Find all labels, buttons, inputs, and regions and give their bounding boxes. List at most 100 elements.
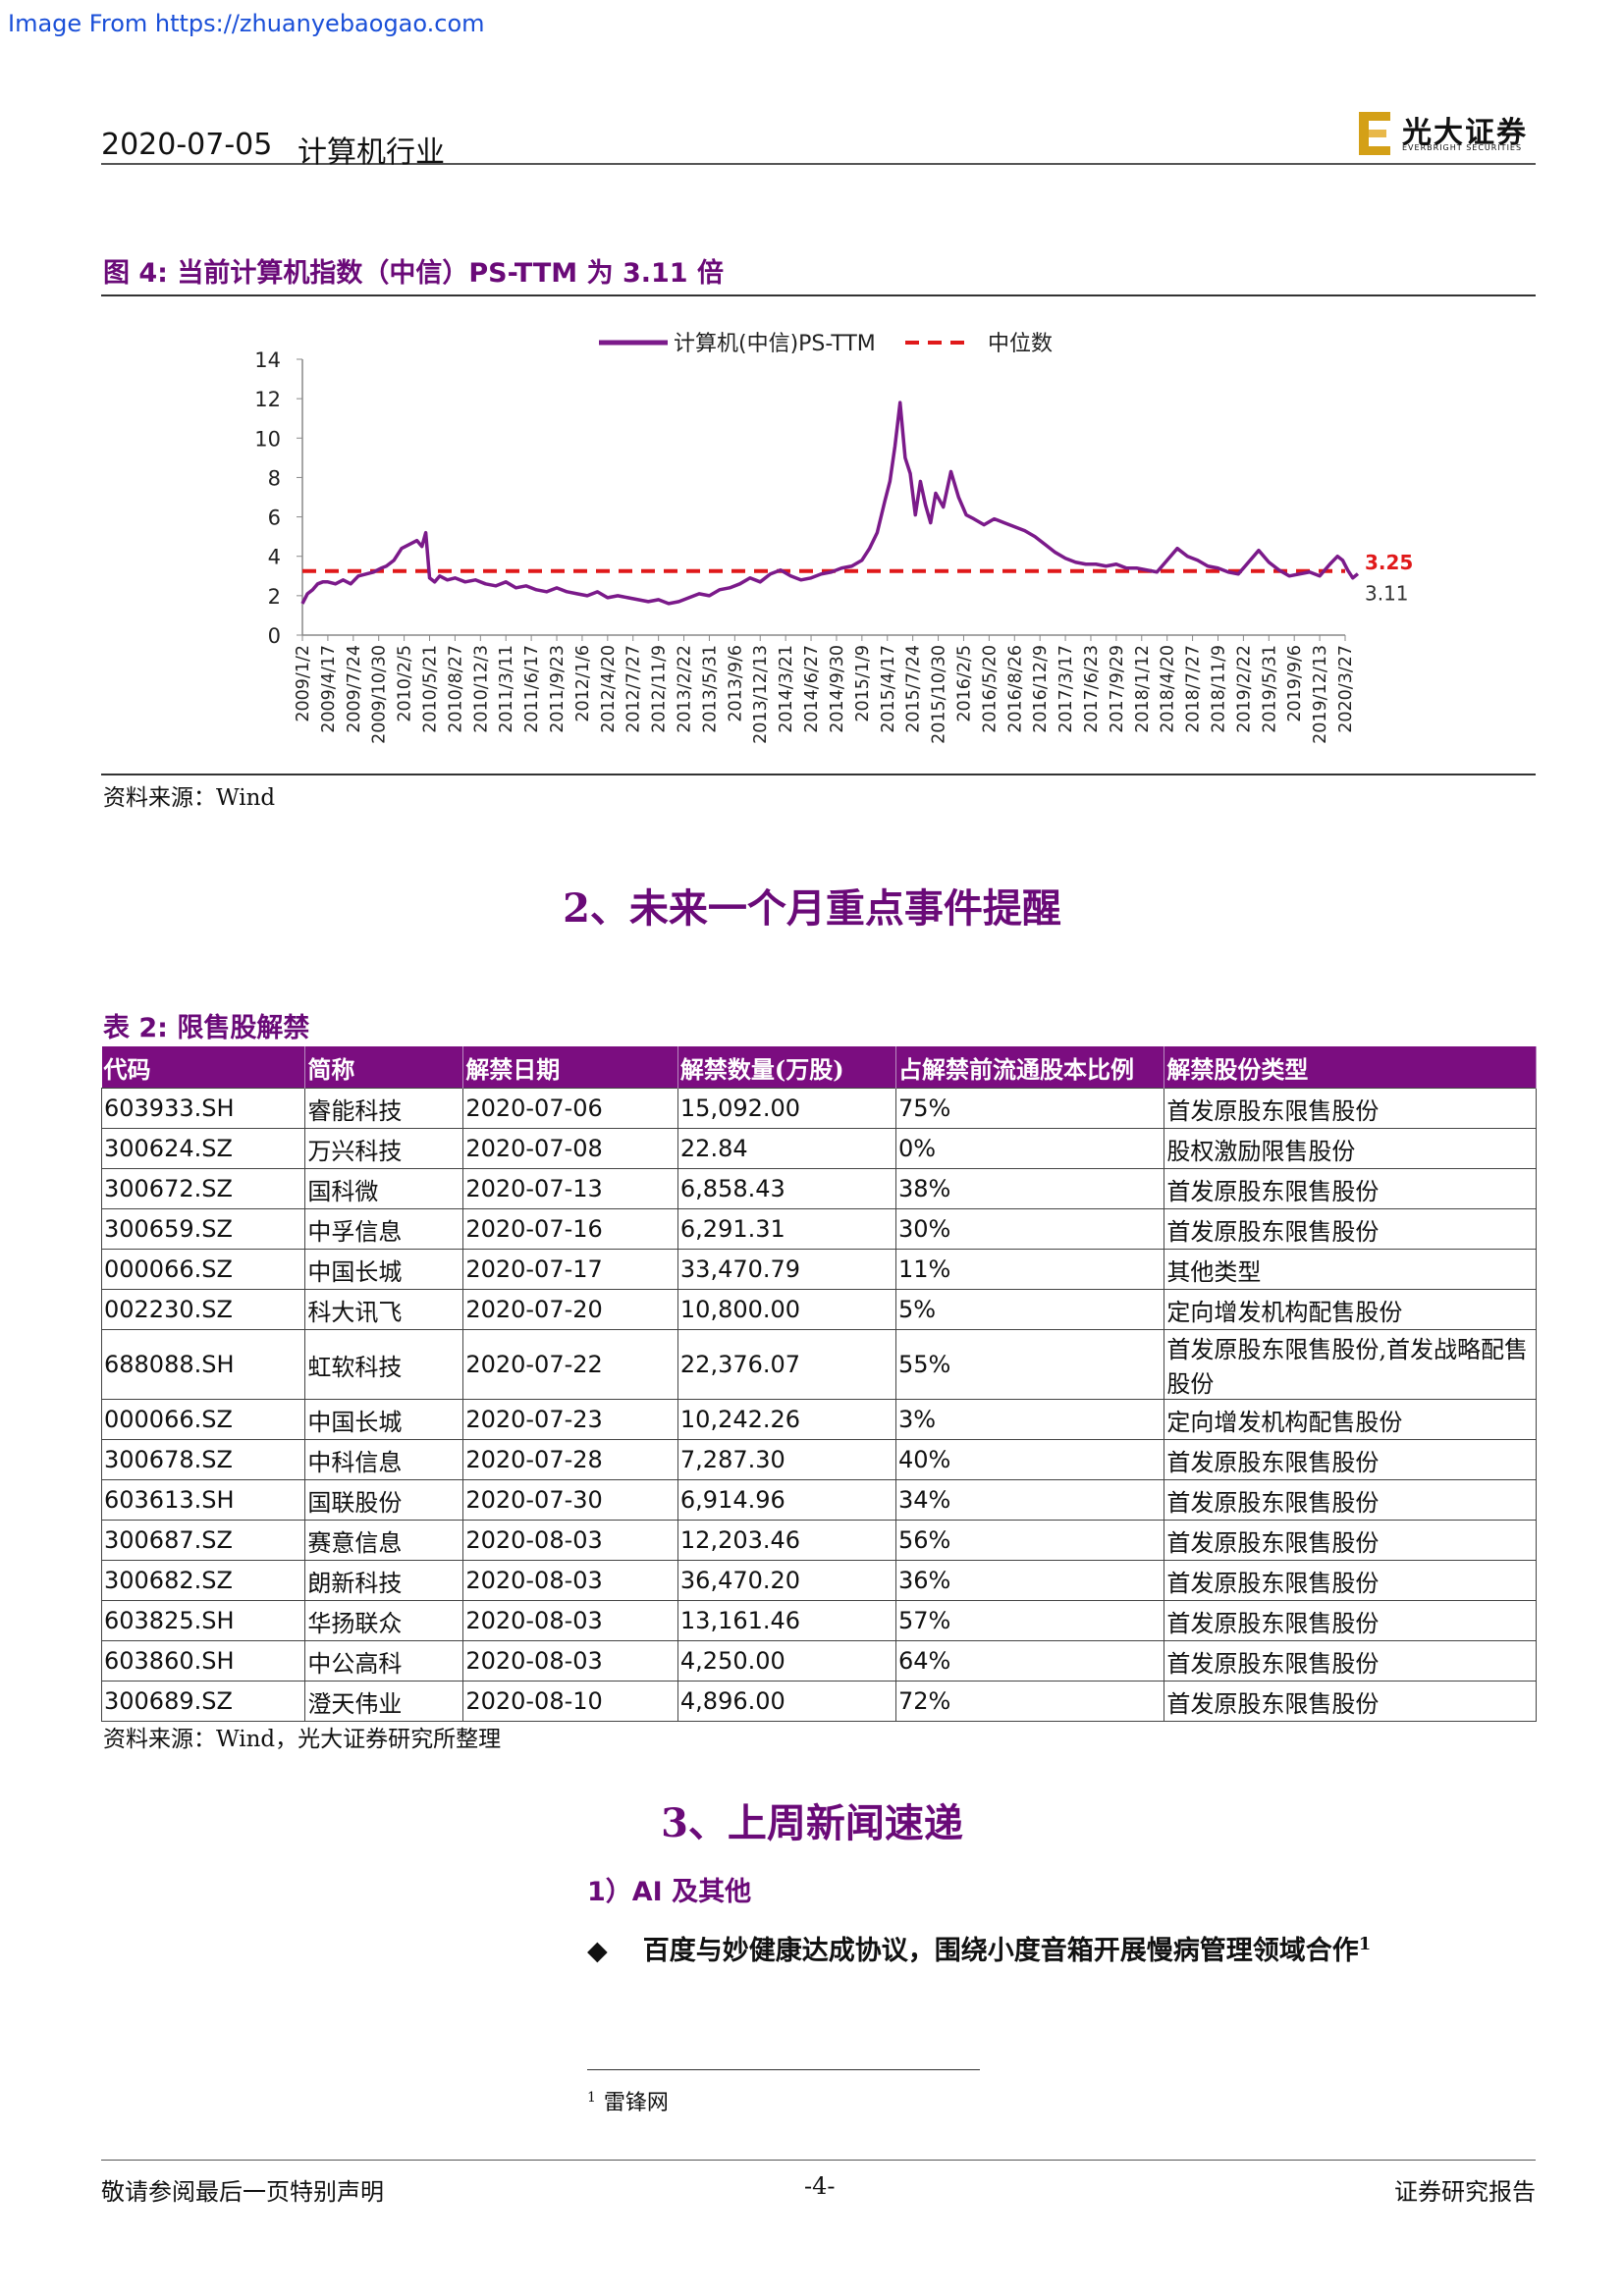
footnote-text: 雷锋网 (603, 2091, 669, 2115)
table-cell: 2020-07-28 (462, 1439, 678, 1480)
x-tick-label: 2010/12/3 (471, 645, 491, 733)
x-tick-label: 2009/4/17 (319, 645, 339, 733)
table-cell: 2020-08-03 (462, 1520, 678, 1561)
table-cell: 36,470.20 (677, 1560, 897, 1601)
page-header: 2020-07-05 计算机行业 光大证券 EVERBRIGHT SECURIT… (101, 108, 1536, 170)
x-tick-label: 2015/7/24 (904, 645, 924, 733)
x-tick-label: 2009/1/2 (294, 645, 313, 722)
x-tick-label: 2010/2/5 (396, 645, 415, 722)
x-tick-label: 2017/3/17 (1056, 645, 1076, 733)
y-tick-label: 12 (254, 388, 281, 411)
x-tick-label: 2012/7/27 (624, 645, 644, 733)
x-tick-label: 2011/3/11 (497, 645, 516, 733)
table-row: 002230.SZ 科大讯飞 2020-07-20 10,800.00 5% 定向增发机构… (100, 1289, 1537, 1330)
table-cell: 首发原股东限售股份 (1164, 1168, 1537, 1209)
table-cell: 2020-08-10 (462, 1681, 678, 1722)
x-tick-label: 2018/1/12 (1133, 645, 1153, 733)
watermark[interactable]: Image From https://zhuanyebaogao.com (8, 10, 485, 37)
table-row: 300678.SZ 中科信息 2020-07-28 7,287.30 40% 首发原股东限… (100, 1439, 1537, 1480)
table-cell: 定向增发机构配售股份 (1164, 1399, 1537, 1440)
logo-text-en: EVERBRIGHT SECURITIES (1402, 143, 1523, 152)
table-cell: 2020-07-23 (462, 1399, 678, 1440)
x-tick-label: 2012/1/6 (573, 645, 593, 722)
table-cell: 7,287.30 (677, 1439, 897, 1480)
table-cell: 603825.SH (100, 1600, 306, 1641)
table-cell: 603613.SH (100, 1479, 306, 1521)
column-header: 代码 (101, 1046, 306, 1089)
table-cell: 万兴科技 (304, 1128, 464, 1169)
column-header: 占解禁前流通股本比例 (895, 1046, 1165, 1089)
x-tick-label: 2018/11/9 (1209, 645, 1228, 733)
table-cell: 中国长城 (304, 1399, 464, 1440)
table-row: 000066.SZ 中国长城 2020-07-23 10,242.26 3% 定向增发机构… (100, 1399, 1537, 1440)
table-cell: 55% (894, 1329, 1165, 1400)
table-cell: 300672.SZ (100, 1168, 306, 1209)
x-tick-label: 2018/7/27 (1184, 645, 1204, 733)
table-cell: 30% (894, 1208, 1165, 1250)
footnote-ref[interactable]: 1 (1358, 1934, 1372, 1954)
y-tick-label: 8 (268, 466, 281, 490)
x-tick-label: 2012/4/20 (599, 645, 619, 733)
table-cell: 华扬联众 (304, 1600, 464, 1641)
logo-text-cn: 光大证券 (1402, 116, 1528, 150)
x-tick-label: 2020/3/27 (1336, 645, 1356, 733)
x-tick-label: 2016/5/20 (980, 645, 1000, 733)
x-tick-label: 2010/8/27 (446, 645, 465, 733)
page-number: -4- (804, 2172, 836, 2200)
page-footer: 敬请参阅最后一页特别声明 -4- 证券研究报告 (101, 2160, 1536, 2206)
table-cell: 300624.SZ (100, 1128, 306, 1169)
table-cell: 首发原股东限售股份 (1164, 1088, 1537, 1129)
table-cell: 6,914.96 (677, 1479, 897, 1521)
x-tick-label: 2009/7/24 (345, 645, 364, 733)
x-tick-label: 2017/9/29 (1108, 645, 1127, 733)
column-header: 解禁数量(万股) (677, 1046, 897, 1089)
table-row: 603613.SH 国联股份 2020-07-30 6,914.96 34% 首发原股东限… (100, 1479, 1537, 1521)
y-tick-label: 10 (254, 427, 281, 451)
company-logo: 光大证券 EVERBRIGHT SECURITIES (1359, 108, 1536, 159)
table-cell: 22,376.07 (677, 1329, 897, 1400)
table-cell: 300682.SZ (100, 1560, 306, 1601)
x-tick-label: 2013/12/13 (751, 645, 771, 744)
table-cell: 2020-08-03 (462, 1600, 678, 1641)
table-cell: 定向增发机构配售股份 (1164, 1289, 1537, 1330)
x-tick-label: 2014/9/30 (828, 645, 847, 733)
bullet-diamond-icon: ◆ (587, 1936, 608, 1966)
x-tick-label: 2011/6/17 (522, 645, 542, 733)
table-cell: 000066.SZ (100, 1399, 306, 1440)
legend-label-series: 计算机(中信)PS-TTM (674, 332, 876, 356)
x-tick-label: 2014/3/21 (777, 645, 796, 733)
figure-source: 资料来源：Wind (103, 785, 276, 811)
table-cell: 6,291.31 (677, 1208, 897, 1250)
table-cell: 2020-07-06 (462, 1088, 678, 1129)
table-cell: 12,203.46 (677, 1520, 897, 1561)
table-cell: 300678.SZ (100, 1439, 306, 1480)
ps-ttm-chart: 0 2 4 6 8 10 12 14 2009/1/2 2009/4/17 2009/7/24 200… (254, 332, 1413, 744)
column-header: 解禁日期 (462, 1046, 678, 1089)
section-3-title: 3、上周新闻速递 (661, 1800, 963, 1846)
footer-report-type: 证券研究报告 (1394, 2178, 1536, 2206)
y-tick-label: 0 (268, 624, 281, 648)
table-source: 资料来源：Wind，光大证券研究所整理 (103, 1727, 502, 1752)
table-cell: 2020-07-13 (462, 1168, 678, 1209)
table-cell: 2020-08-03 (462, 1640, 678, 1682)
x-tick-label: 2013/2/22 (676, 645, 695, 733)
table-row: 300687.SZ 赛意信息 2020-08-03 12,203.46 56% 首发原股东… (100, 1520, 1537, 1561)
footnote: 1 雷锋网 (587, 2085, 669, 2116)
table-cell: 朗新科技 (304, 1560, 464, 1601)
table-row: 603825.SH 华扬联众 2020-08-03 13,161.46 57% 首发原股东… (100, 1600, 1537, 1641)
table-cell: 国联股份 (304, 1479, 464, 1521)
table-cell: 22.84 (677, 1128, 897, 1169)
table-row: 603933.SH 睿能科技 2020-07-06 15,092.00 75% 首发原股东… (100, 1088, 1537, 1129)
table-cell: 72% (894, 1681, 1165, 1722)
last-value-label: 3.11 (1365, 582, 1409, 606)
column-header: 简称 (304, 1046, 464, 1089)
y-tick-label: 2 (268, 585, 281, 609)
table-cell: 首发原股东限售股份 (1164, 1681, 1537, 1722)
x-tick-label: 2019/2/22 (1234, 645, 1254, 733)
table-cell: 中孚信息 (304, 1208, 464, 1250)
x-tick-label: 2013/5/31 (700, 645, 720, 733)
table-cell: 虹软科技 (304, 1329, 464, 1400)
table-cell: 2020-07-22 (462, 1329, 678, 1400)
table-cell: 中公高科 (304, 1640, 464, 1682)
table-cell: 11% (894, 1249, 1165, 1290)
